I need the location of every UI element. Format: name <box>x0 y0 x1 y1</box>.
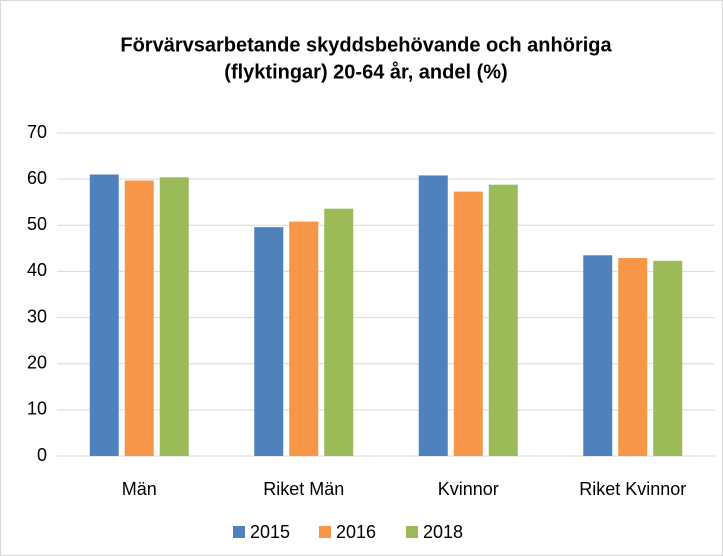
chart-title: (flyktingar) 20-64 år, andel (%) <box>224 60 507 83</box>
y-tick-label: 40 <box>27 260 47 280</box>
bar <box>453 191 483 456</box>
y-tick-label: 0 <box>37 445 47 465</box>
bar <box>124 180 154 456</box>
y-tick-label: 10 <box>27 399 47 419</box>
bar <box>159 177 189 456</box>
legend-label: 2015 <box>250 522 290 542</box>
x-tick-label: Riket Män <box>263 479 344 499</box>
x-tick-label: Kvinnor <box>438 479 499 499</box>
bar <box>324 208 354 456</box>
y-tick-label: 60 <box>27 168 47 188</box>
chart-title: Förvärvsarbetande skyddsbehövande och an… <box>120 34 612 56</box>
bar <box>583 255 613 456</box>
y-tick-label: 70 <box>27 122 47 142</box>
bar <box>254 227 284 456</box>
y-tick-label: 50 <box>27 214 47 234</box>
bar <box>618 258 648 456</box>
y-tick-label: 30 <box>27 306 47 326</box>
bar <box>418 175 448 457</box>
y-tick-label: 20 <box>27 352 47 372</box>
bar <box>488 184 518 456</box>
bar <box>89 174 119 456</box>
bar <box>289 221 319 456</box>
legend-label: 2018 <box>423 522 463 542</box>
legend-label: 2016 <box>336 522 376 542</box>
bar <box>653 260 683 456</box>
legend-swatch <box>319 526 331 538</box>
x-tick-label: Riket Kvinnor <box>579 479 686 499</box>
legend-swatch <box>406 526 418 538</box>
legend-swatch <box>233 526 245 538</box>
x-tick-label: Män <box>122 479 157 499</box>
